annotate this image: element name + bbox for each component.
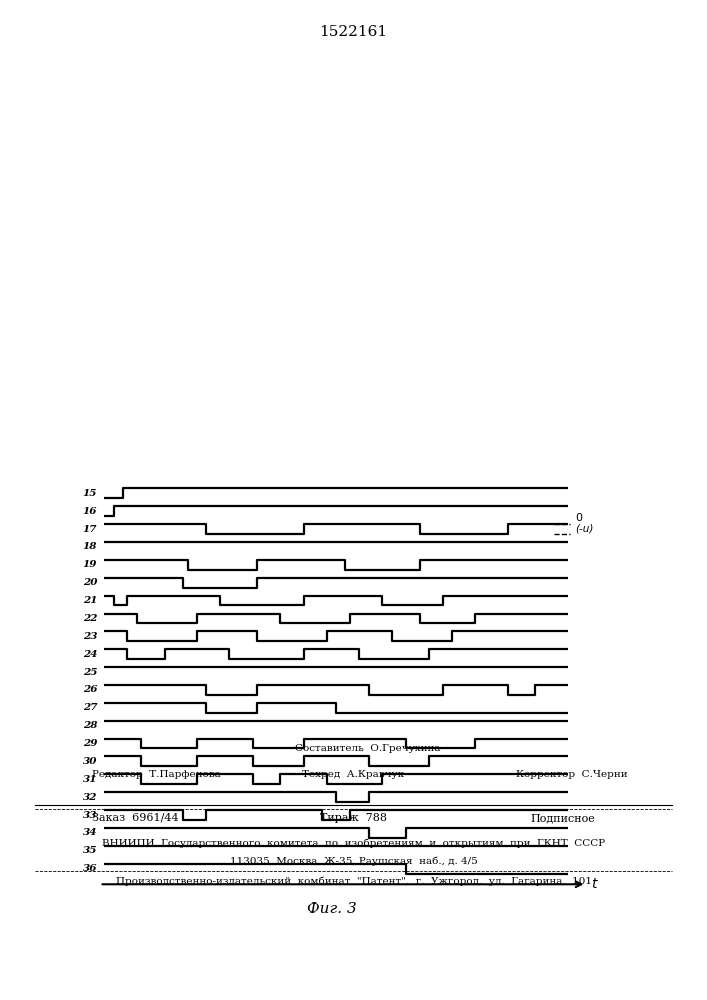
Text: 15: 15 [83,489,98,498]
Text: 25: 25 [83,668,98,677]
Text: (-u): (-u) [575,523,593,533]
Text: 36: 36 [83,864,98,873]
Text: 21: 21 [83,596,98,605]
Text: 30: 30 [83,757,98,766]
Text: Тираж  788: Тираж 788 [320,813,387,823]
Text: 24: 24 [83,650,98,659]
Text: ВНИИПИ  Государственного  комитета  по  изобретениям  и  открытиям  при  ГКНТ  С: ВНИИПИ Государственного комитета по изоб… [102,839,605,848]
Text: 34: 34 [83,828,98,837]
Text: Составитель  О.Гречухина: Составитель О.Гречухина [295,744,440,753]
Text: 26: 26 [83,685,98,694]
Text: Редактор  Т.Парфенова: Редактор Т.Парфенова [92,770,221,779]
Text: 18: 18 [83,542,98,551]
Text: t: t [591,877,597,891]
Text: 28: 28 [83,721,98,730]
Text: 31: 31 [83,775,98,784]
Text: 29: 29 [83,739,98,748]
Text: 20: 20 [83,578,98,587]
Text: 22: 22 [83,614,98,623]
Text: 33: 33 [83,811,98,820]
Text: 19: 19 [83,560,98,569]
Text: 17: 17 [83,525,98,534]
Text: 23: 23 [83,632,98,641]
Text: 16: 16 [83,507,98,516]
Text: 35: 35 [83,846,98,855]
Text: Производственно-издательский  комбинат  "Патент",  г.  Ужгород,  ул.  Гагарина, : Производственно-издательский комбинат "П… [115,876,592,886]
Text: 27: 27 [83,703,98,712]
Text: 0: 0 [575,513,582,523]
Text: Заказ  6961/44: Заказ 6961/44 [92,813,179,823]
Text: Техред  А.Кравчук: Техред А.Кравчук [303,770,404,779]
Text: 113035, Москва, Ж-35, Раушская  наб., д. 4/5: 113035, Москва, Ж-35, Раушская наб., д. … [230,857,477,866]
Text: 32: 32 [83,793,98,802]
Text: 1522161: 1522161 [320,25,387,39]
Text: Подписное: Подписное [530,813,595,823]
Text: Корректор  С.Черни: Корректор С.Черни [516,770,628,779]
Text: Фиг. 3: Фиг. 3 [308,902,357,916]
